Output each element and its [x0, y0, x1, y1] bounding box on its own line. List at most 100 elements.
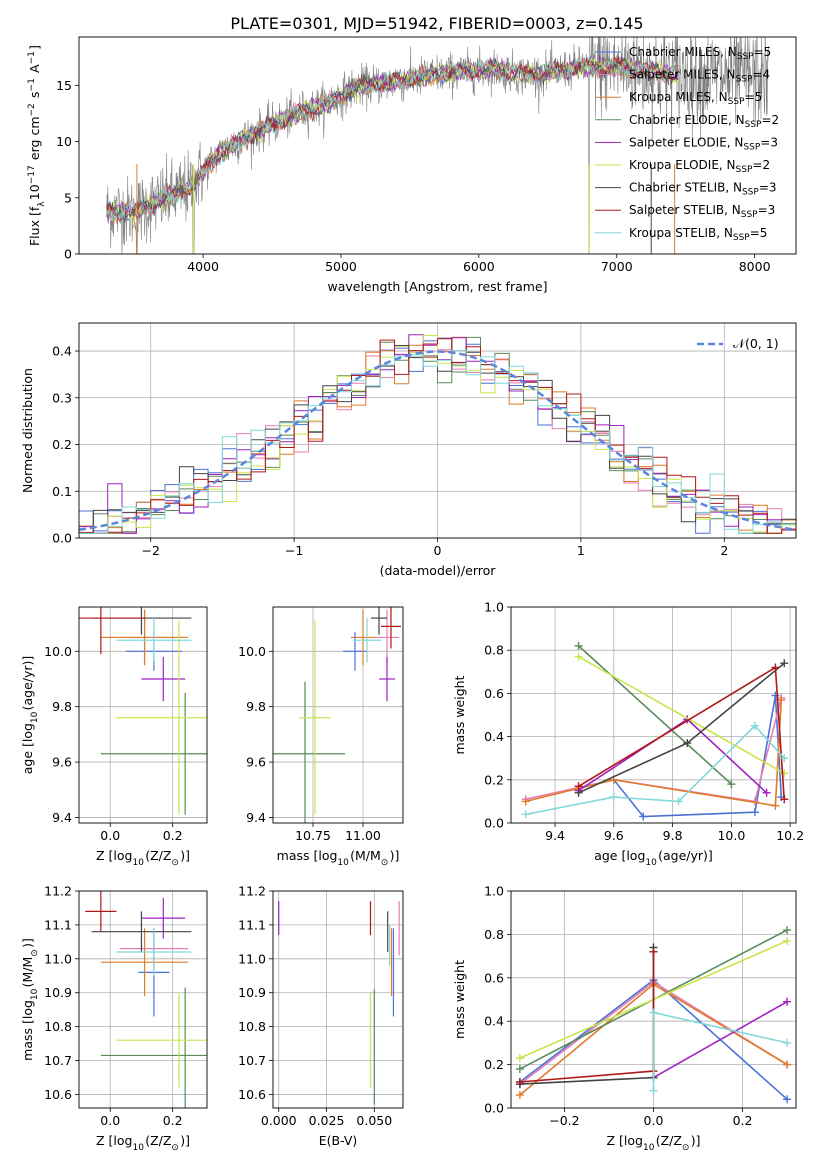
y-tick-label: 0.4 — [484, 729, 504, 744]
y-axis-label: mass weight — [452, 960, 467, 1039]
errorbar-point — [100, 928, 189, 997]
weight-marker — [783, 936, 792, 945]
residual-histogram-3 — [79, 336, 796, 534]
y-tick-label: 0.4 — [52, 344, 72, 359]
weight-marker — [683, 739, 692, 748]
plot-area-weight_vs_Z — [515, 926, 792, 1104]
errorbar-point — [351, 609, 375, 666]
y-axis-label: Normed distribution — [20, 368, 35, 493]
x-tick-label: 0.0 — [644, 1113, 664, 1128]
x-tick-label: 0.2 — [163, 828, 183, 843]
legend-label: Salpeter MILES, NSSP=4 — [629, 68, 770, 85]
normal-curve — [79, 350, 796, 532]
errorbar-point — [91, 911, 192, 953]
weight-marker — [515, 1054, 524, 1063]
x-tick-label: −1 — [285, 543, 303, 558]
weight-series-5 — [578, 656, 785, 774]
residual-histogram-7 — [79, 338, 796, 534]
plot-area-weight_vs_age — [521, 641, 789, 821]
x-tick-label: 9.8 — [663, 828, 683, 843]
errorbar-point — [353, 618, 381, 663]
y-tick-label: 5 — [64, 190, 72, 205]
weight-marker — [780, 769, 789, 778]
y-tick-label: 0.8 — [484, 643, 504, 658]
weight-series-3 — [578, 645, 732, 785]
weight-marker — [574, 652, 583, 661]
y-tick-label: 0.0 — [484, 1101, 504, 1116]
x-tick-label: 9.6 — [604, 828, 624, 843]
y-tick-label: 10.6 — [44, 1087, 72, 1102]
axes-frame — [272, 890, 404, 1109]
y-tick-label: 0 — [64, 247, 72, 262]
model-spectrum-7 — [106, 56, 679, 223]
axes-frame — [510, 890, 797, 1109]
x-tick-label: 6000 — [463, 259, 495, 274]
chart-residuals: −2 −1 0 1 2 0.0 0.1 0.2 0.3 0.4 (data-model)/error… — [20, 322, 797, 578]
errorbar-point — [85, 891, 117, 932]
y-tick-label: 10.7 — [44, 1053, 72, 1068]
x-tick-label: 11.00 — [345, 828, 381, 843]
y-tick-label: 11.0 — [238, 951, 266, 966]
errorbar-point — [379, 656, 395, 702]
weight-marker — [574, 641, 583, 650]
x-tick-label: 0.0 — [100, 828, 120, 843]
y-tick-label: 11.1 — [44, 917, 72, 932]
y-tick-label: 9.4 — [52, 810, 72, 825]
weight-marker — [762, 788, 771, 797]
weight-marker — [639, 812, 648, 821]
axes-frame — [78, 890, 208, 1109]
weight-marker — [771, 691, 780, 700]
axes-frame — [78, 36, 797, 255]
plot-area-mass_vs_Z — [85, 891, 207, 1108]
x-tick-label: 5000 — [325, 259, 357, 274]
chart-spectrum: 4000 5000 6000 7000 8000 0 5 10 15 wavelength [An… — [27, 36, 797, 294]
legend-label: Kroupa ELODIE, NSSP=2 — [629, 158, 770, 175]
weight-marker — [515, 1090, 524, 1099]
y-tick-label: 0.0 — [52, 531, 72, 546]
figure-title: PLATE=0301, MJD=51942, FIBERID=0003, z=0… — [230, 14, 643, 33]
weight-marker — [649, 1086, 658, 1095]
x-axis-label: Z [log10 (Z/Z⊙ )] — [96, 1133, 190, 1153]
x-tick-label: 0.025 — [309, 1113, 345, 1128]
x-tick-label: 10.2 — [776, 828, 804, 843]
y-tick-label: 10.0 — [44, 644, 72, 659]
y-axis-label: mass [log10 (M/M⊙ )] — [20, 938, 40, 1061]
weight-marker — [649, 1008, 658, 1017]
errorbar-point — [116, 992, 207, 1088]
model-spectrum-8 — [106, 55, 679, 222]
x-tick-label: 9.4 — [545, 828, 565, 843]
chart-weight_vs_age: 9.4 9.6 9.8 10.0 10.2 0.0 0.2 0.4 0.6 0.8 1.0 age [… — [452, 600, 804, 869]
x-tick-label: 7000 — [601, 259, 633, 274]
legend-normal-label: 𝒩(0, 1) — [733, 336, 779, 351]
y-tick-label: 0.1 — [52, 484, 72, 499]
x-tick-label: 10.0 — [717, 828, 745, 843]
weight-marker — [777, 695, 786, 704]
y-tick-label: 10.0 — [238, 644, 266, 659]
errorbar-point — [141, 656, 186, 702]
x-tick-label: 0 — [434, 543, 442, 558]
chart-age_vs_Z: 0.0 0.2 9.4 9.6 9.8 10.0 Z [log10 (Z/Z⊙ )] age … — [20, 606, 208, 868]
weight-marker — [783, 1060, 792, 1069]
y-tick-label: 9.8 — [52, 699, 72, 714]
weight-marker — [521, 797, 530, 806]
legend-label: Kroupa STELIB, NSSP=5 — [629, 226, 767, 243]
weight-marker — [771, 663, 780, 672]
x-tick-label: 2 — [720, 543, 728, 558]
x-tick-label: 0.0 — [100, 1113, 120, 1128]
axes-frame — [78, 322, 797, 539]
x-axis-label: Z [log10 (Z/Z⊙ )] — [96, 848, 190, 868]
axes-frame — [272, 606, 404, 824]
x-tick-label: −2 — [141, 543, 159, 558]
y-tick-label: 10.8 — [44, 1019, 72, 1034]
x-tick-label: 0.2 — [733, 1113, 753, 1128]
y-tick-label: 15 — [56, 78, 72, 93]
chart-mass_vs_Z: 0.0 0.2 10.6 10.7 10.8 10.9 11.0 11.1 11.2 Z [log… — [20, 884, 208, 1153]
errorbar-point — [273, 681, 345, 823]
weight-marker — [780, 795, 789, 804]
x-tick-label: 1 — [577, 543, 585, 558]
x-tick-label: −0.2 — [549, 1113, 579, 1128]
weight-marker — [515, 1077, 524, 1086]
weight-marker — [609, 793, 618, 802]
legend-label: Salpeter ELODIE, NSSP=3 — [629, 135, 778, 152]
